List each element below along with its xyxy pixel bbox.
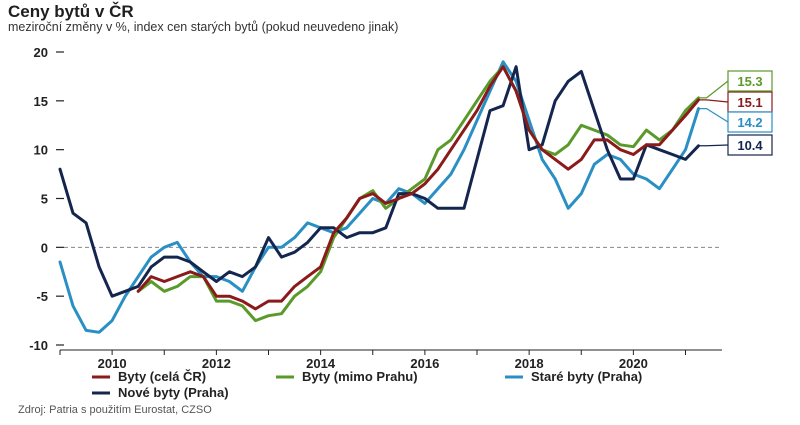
end-label-box — [727, 111, 773, 133]
source-note: Zdroj: Patria s použitím Eurostat, CZSO — [18, 404, 212, 416]
legend-item-4: Nové byty (Praha) — [92, 385, 229, 400]
series-line-4 — [58, 65, 700, 298]
y-tick-label: -10 — [29, 338, 48, 353]
end-label-2: 15.3 — [698, 70, 773, 99]
end-label-connector — [698, 144, 729, 147]
y-tick-label: 15 — [34, 94, 48, 109]
x-tick-label: 2016 — [410, 356, 439, 371]
end-label-3: 14.2 — [698, 108, 773, 133]
x-tick-label: 2014 — [306, 356, 336, 371]
y-axis: -10 -5 0 5 10 15 20 — [29, 45, 64, 353]
end-label-box — [727, 70, 773, 92]
chart-subtitle: meziroční změny v %, index cen starých b… — [8, 20, 399, 34]
legend-label: Nové byty (Praha) — [118, 385, 229, 400]
end-label-4: 10.4 — [698, 134, 773, 156]
y-tick-label: 20 — [34, 45, 48, 60]
legend-label: Byty (mimo Prahu) — [302, 369, 418, 384]
chart-title: Ceny bytů v ČR — [8, 2, 134, 21]
legend-label: Staré byty (Praha) — [531, 369, 642, 384]
end-label-box — [727, 134, 773, 156]
legend: Byty (celá ČR) Byty (mimo Prahu) Staré byt… — [92, 369, 642, 400]
series-line-2 — [136, 65, 700, 323]
end-labels: 15.1 15.3 14.2 10.4 — [698, 70, 773, 156]
end-label-value: 10.4 — [737, 138, 763, 153]
legend-item-2: Byty (mimo Prahu) — [276, 369, 418, 384]
y-tick-label: 5 — [41, 192, 48, 207]
end-label-connector — [698, 108, 729, 123]
y-tick-label: 0 — [41, 240, 48, 255]
end-label-value: 14.2 — [737, 115, 762, 130]
x-tick-label: 2018 — [515, 356, 544, 371]
y-tick-label: 10 — [34, 143, 48, 158]
x-axis: 2010 2012 2014 2016 2018 2020 — [59, 349, 722, 371]
end-label-1: 15.1 — [698, 91, 773, 113]
end-label-value: 15.1 — [737, 95, 762, 110]
legend-item-1: Byty (celá ČR) — [92, 369, 206, 384]
x-tick-label: 2020 — [619, 356, 648, 371]
series-line-1 — [136, 65, 700, 311]
legend-item-3: Staré byty (Praha) — [505, 369, 642, 384]
end-label-connector — [698, 99, 729, 103]
end-label-value: 15.3 — [737, 74, 762, 89]
x-tick-label: 2012 — [202, 356, 231, 371]
end-label-connector — [698, 80, 729, 99]
legend-label: Byty (celá ČR) — [118, 369, 206, 384]
x-tick-label: 2010 — [98, 356, 127, 371]
y-tick-label: -5 — [36, 289, 48, 304]
plot-series — [58, 60, 700, 334]
